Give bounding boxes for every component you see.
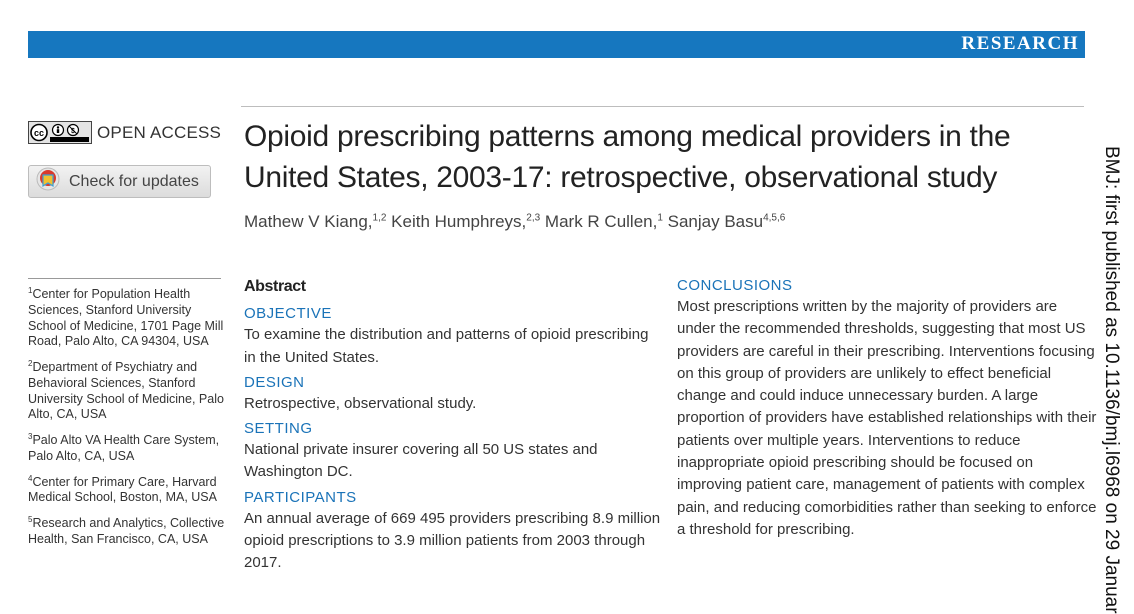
header-divider	[241, 106, 1084, 107]
article-title: Opioid prescribing patterns among medica…	[244, 120, 1011, 194]
affiliation-number: 2	[28, 358, 33, 368]
author-affiliation-ref: 4,5,6	[763, 212, 786, 224]
open-access-label: OPEN ACCESS	[97, 122, 222, 142]
author-list: Mathew V Kiang,1,2 Keith Humphreys,2,3 M…	[244, 212, 785, 232]
check-for-updates-button[interactable]: Check for updates	[28, 165, 211, 198]
affiliation-text: Center for Population Health Sciences, S…	[28, 287, 224, 349]
affiliation-item: 4Center for Primary Care, Harvard Medica…	[28, 471, 228, 507]
abstract-heading: Abstract	[244, 278, 306, 295]
participants-text: An annual average of 669 495 providers p…	[244, 509, 661, 572]
design-text: Retrospective, observational study.	[244, 394, 477, 412]
affiliation-text: Center for Primary Care, Harvard Medical…	[28, 474, 217, 505]
svg-text:$: $	[71, 128, 75, 135]
affiliation-number: 4	[28, 473, 33, 483]
publication-sidebar: BMJ: first published as 10.1136/bmj.l696…	[1084, 146, 1134, 614]
section-label: RESEARCH	[961, 33, 1079, 54]
author-name: Keith Humphreys,	[391, 212, 527, 231]
design-heading: DESIGN	[244, 373, 305, 391]
conclusions-heading: CONCLUSIONS	[677, 277, 793, 294]
setting-text: National private insurer covering all 50…	[244, 441, 598, 481]
participants-heading: PARTICIPANTS	[244, 488, 357, 506]
author-affiliation-ref: 1	[657, 212, 663, 224]
conclusions-text: Most prescriptions written by the majori…	[677, 298, 1097, 538]
setting-heading: SETTING	[244, 420, 313, 438]
affiliation-item: 1Center for Population Health Sciences, …	[28, 283, 228, 350]
affiliation-text: Research and Analytics, Collective Healt…	[28, 516, 225, 546]
abstract-column-right: CONCLUSIONS Most prescriptions written b…	[677, 275, 1097, 544]
affiliation-number: 5	[28, 515, 33, 525]
objective-heading: OBJECTIVE	[244, 305, 332, 323]
author-affiliation-ref: 1,2	[372, 212, 387, 224]
objective-text: To examine the distribution and patterns…	[244, 326, 649, 366]
abstract-column-left: Abstract OBJECTIVE To examine the distri…	[244, 276, 664, 578]
open-access-badge: cc $ OPEN ACCESS	[28, 121, 221, 144]
svg-text:cc: cc	[34, 128, 44, 138]
section-banner: RESEARCH	[28, 31, 1085, 58]
author-affiliation-ref: 2,3	[526, 212, 541, 224]
cc-by-nc-icon: cc $	[28, 121, 92, 144]
crossmark-icon	[36, 167, 60, 196]
author-name: Mathew V Kiang,	[244, 212, 373, 231]
affiliations-divider	[28, 278, 221, 279]
affiliation-item: 3Palo Alto VA Health Care System, Palo A…	[28, 429, 228, 465]
author-name: Sanjay Basu	[667, 212, 764, 231]
affiliation-item: 5Research and Analytics, Collective Heal…	[28, 512, 228, 548]
publication-note: BMJ: first published as 10.1136/bmj.l696…	[1101, 146, 1122, 614]
affiliation-number: 3	[28, 431, 33, 441]
affiliations-list: 1Center for Population Health Sciences, …	[28, 283, 228, 554]
check-for-updates-label: Check for updates	[69, 172, 199, 190]
affiliation-text: Department of Psychiatry and Behavioral …	[28, 360, 224, 422]
affiliation-item: 2Department of Psychiatry and Behavioral…	[28, 356, 228, 423]
affiliation-text: Palo Alto VA Health Care System, Palo Al…	[28, 433, 220, 463]
affiliation-number: 1	[28, 286, 33, 295]
author-name: Mark R Cullen,	[544, 212, 658, 231]
